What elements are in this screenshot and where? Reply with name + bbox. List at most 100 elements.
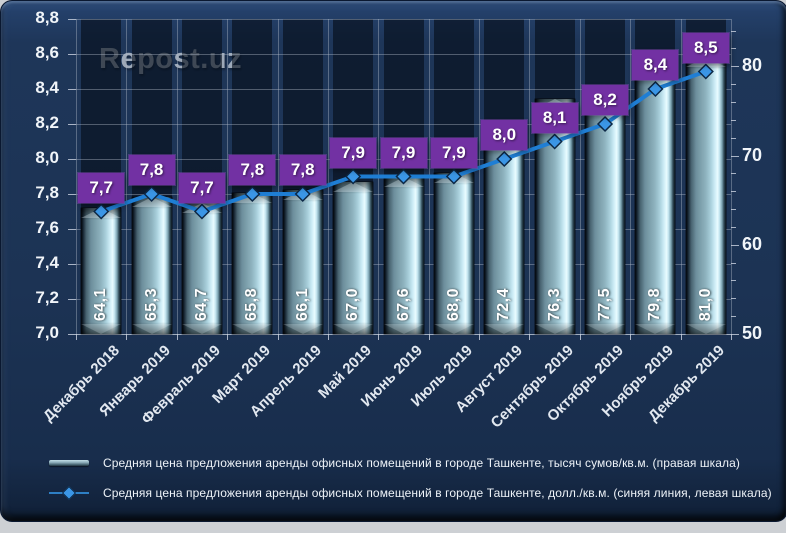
point-value-label: 7,9 (430, 137, 477, 168)
point-value-label: 8,1 (531, 102, 578, 133)
bar-bevel-icon (484, 323, 525, 334)
y-axis-minor-tick-right (731, 173, 736, 175)
legend: Средняя цена предложения аренды офисных … (49, 456, 772, 501)
point-value-label: 8,2 (582, 85, 629, 115)
y-axis-tick-label-left: 8,2 (35, 113, 59, 132)
gridline-vertical (579, 19, 581, 334)
x-axis-tick (327, 334, 329, 340)
y-axis-minor-tick-right (731, 316, 736, 318)
y-axis-tick-label-left: 8,0 (35, 148, 59, 167)
gridline-horizontal (76, 89, 731, 90)
y-axis-tick-label-right: 70 (742, 144, 763, 165)
gridline-horizontal (76, 54, 731, 55)
point-value-label: 8,5 (682, 32, 729, 63)
gridline-vertical (327, 19, 329, 334)
bar-shading (433, 321, 474, 334)
line-point-marker-icon (647, 80, 664, 98)
bar-shading (282, 321, 323, 334)
bar-shading (333, 182, 374, 195)
line-point-marker-icon (546, 133, 563, 150)
bar-bevel-icon (81, 323, 122, 334)
bar-bevel-icon (181, 323, 222, 334)
line-point-marker-icon (596, 115, 614, 133)
bar-bevel-icon (585, 323, 626, 334)
y-axis-tick-label-right: 80 (742, 55, 763, 76)
line-point-marker-icon (143, 185, 160, 203)
y-axis-tick-right (731, 334, 739, 335)
bar: 67,0 (333, 182, 374, 334)
y-axis-minor-tick-right (731, 280, 736, 282)
point-value-label: 7,9 (330, 137, 377, 168)
x-axis-tick (529, 334, 531, 340)
y-axis-tick-left (68, 19, 76, 20)
x-axis-tick (227, 334, 229, 340)
gridline-horizontal (76, 124, 731, 125)
x-axis-tick (479, 334, 481, 340)
y-axis-tick-left (68, 334, 76, 335)
legend-item-bars: Средняя цена предложения аренды офисных … (49, 456, 772, 470)
bar-bevel-icon (131, 197, 172, 208)
y-axis-tick-left (68, 299, 76, 300)
line-point-marker-icon (395, 168, 412, 185)
line-point-marker-icon (345, 168, 362, 185)
bar-bevel-icon (433, 323, 474, 334)
line-point-marker-icon (697, 63, 714, 80)
point-value-label: 8,4 (632, 50, 679, 80)
x-axis-tick (126, 334, 128, 340)
bar-shading (585, 321, 626, 334)
gridline-vertical (680, 19, 682, 334)
y-axis-minor-tick-right (731, 209, 736, 211)
x-axis-tick (378, 334, 380, 340)
x-axis-tick (428, 334, 430, 340)
legend-label: Средняя цена предложения аренды офисных … (103, 486, 772, 500)
legend-label: Средняя цена предложения аренды офисных … (103, 456, 741, 470)
bar-bevel-icon (131, 323, 172, 334)
bar-bevel-icon (333, 323, 374, 334)
point-value-label: 7,8 (229, 155, 276, 185)
x-axis-tick (731, 334, 732, 340)
bar-bevel-icon (232, 323, 273, 334)
gridline-vertical (529, 19, 531, 334)
gridline-vertical (630, 19, 632, 334)
bar-shading (484, 321, 525, 334)
bar-bevel-icon (685, 323, 726, 334)
legend-line-marker-icon (49, 485, 89, 501)
y-axis-tick-left (68, 89, 76, 90)
bar-bevel-icon (282, 323, 323, 334)
legend-bar-swatch-icon (49, 460, 89, 466)
y-axis-minor-tick-right (731, 101, 736, 103)
bar-bevel-icon (534, 323, 575, 334)
y-axis-tick-left (68, 229, 76, 230)
y-axis-tick-right (731, 155, 739, 157)
line-point-marker-icon (93, 203, 110, 220)
bar-shading (383, 321, 424, 334)
x-axis-tick (630, 334, 632, 340)
gridline-vertical (277, 19, 279, 334)
legend-item-line: Средняя цена предложения аренды офисных … (49, 485, 772, 501)
x-axis-tick (579, 334, 581, 340)
x-axis-tick (680, 334, 682, 340)
y-axis-tick-right (731, 66, 739, 68)
bar-shading (131, 197, 172, 210)
bar-shading (131, 321, 172, 334)
y-axis-tick-label-right: 50 (742, 323, 763, 343)
line-point-marker-icon (496, 150, 513, 168)
y-axis-tick-left (68, 159, 76, 160)
bar-shading (333, 321, 374, 334)
gridline-vertical (227, 19, 229, 334)
y-axis-minor-tick-right (731, 226, 736, 228)
bar-bevel-icon (383, 323, 424, 334)
y-axis-tick-label-right: 60 (742, 233, 763, 254)
y-axis-tick-label-left: 7,4 (35, 253, 59, 272)
gridline-vertical (176, 19, 178, 334)
y-axis-tick-right (731, 244, 739, 246)
bar-shading (635, 321, 676, 334)
y-axis-tick-left (68, 124, 76, 125)
y-axis-tick-left (68, 264, 76, 265)
gridline-vertical (126, 19, 128, 334)
point-value-label: 7,8 (279, 155, 326, 185)
x-axis-tick (176, 334, 178, 340)
bar-shading (534, 321, 575, 334)
y-axis-minor-tick-right (731, 137, 736, 139)
